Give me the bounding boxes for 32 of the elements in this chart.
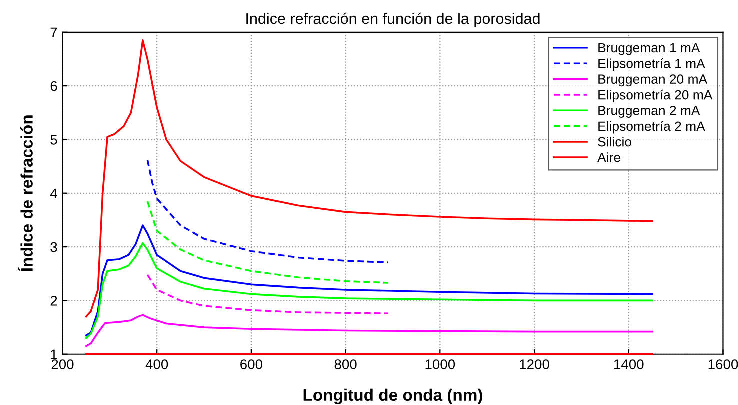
y-tick-label: 3 <box>50 242 58 252</box>
y-axis-title: Índice de refracción <box>18 116 33 272</box>
y-tick-label: 6 <box>50 81 58 92</box>
line-series <box>85 314 654 348</box>
legend-label: Elipsometría 2 mA <box>598 121 706 134</box>
line-series <box>85 224 654 336</box>
y-tick-label: 7 <box>50 28 58 38</box>
x-tick-label: 1200 <box>520 360 550 370</box>
legend-label: Silicio <box>598 137 632 147</box>
chart-title: Indice refracción en función de la porosidad <box>246 12 540 28</box>
x-tick-label: 1000 <box>426 360 456 370</box>
legend-label: Elipsometría 20 mA <box>598 90 713 102</box>
x-tick-label: 1400 <box>614 360 644 370</box>
y-tick-label: 2 <box>50 296 58 306</box>
legend-label: Bruggeman 2 mA <box>598 106 700 118</box>
x-tick-label: 400 <box>146 360 168 370</box>
x-tick-label: 600 <box>240 360 262 370</box>
line-series <box>146 200 390 284</box>
legend-label: Bruggeman 20 mA <box>598 74 708 87</box>
x-axis-title: Longitud de onda (nm) <box>304 388 482 404</box>
line-series <box>146 159 390 264</box>
y-tick-label: 4 <box>50 188 58 198</box>
y-tick-label: 5 <box>50 135 58 145</box>
x-tick-label: 200 <box>52 360 74 370</box>
legend-label: Bruggeman 1 mA <box>598 43 700 56</box>
y-tick-label: 1 <box>51 350 58 360</box>
x-tick-label: 800 <box>334 360 357 370</box>
legend-label: Elipsometría 1 mA <box>598 58 706 72</box>
legend-label: Aire <box>598 152 620 162</box>
x-tick-label: 1600 <box>708 360 738 370</box>
line-series <box>146 274 390 314</box>
line-series <box>85 242 654 340</box>
